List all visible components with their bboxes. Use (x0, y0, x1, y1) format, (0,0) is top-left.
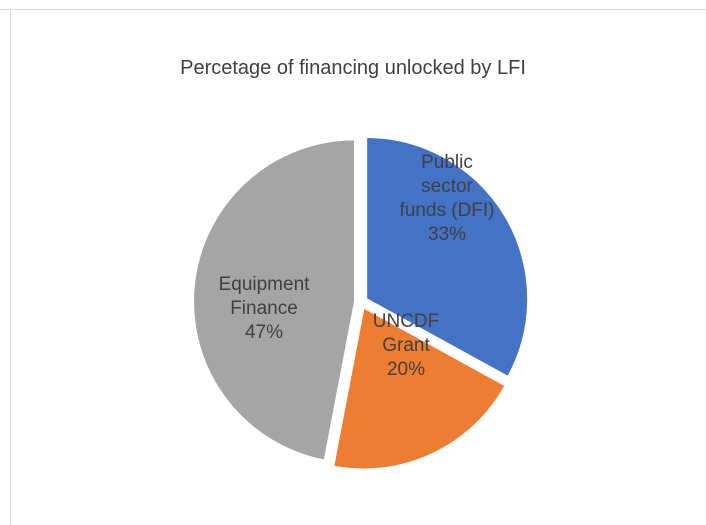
frame-top-border (0, 9, 706, 10)
pie-slice-public-sector-funds-dfi (365, 135, 530, 379)
pie-slice-uncdf-grant (332, 305, 507, 471)
pie-slice-equipment-finance (192, 138, 357, 462)
data-label-public-sector-funds-dfi: Public sector funds (DFI) 33% (399, 152, 494, 245)
data-label-line: Equipment (219, 274, 311, 295)
data-label-percent: 47% (245, 322, 283, 343)
data-label-equipment-finance: Equipment Finance 47% (219, 274, 311, 343)
chart-title: Percetage of financing unlocked by LFI (180, 57, 526, 79)
data-label-line: UNCDF (373, 311, 440, 332)
data-label-percent: 33% (428, 224, 466, 245)
frame-left-border (10, 9, 11, 525)
data-label-uncdf-grant: UNCDF Grant 20% (373, 311, 440, 380)
data-label-line: funds (DFI) (399, 200, 494, 221)
data-label-percent: 20% (387, 359, 425, 380)
data-label-line: Finance (230, 298, 298, 319)
data-label-line: Public (421, 152, 473, 173)
data-label-line: Grant (382, 335, 430, 356)
data-label-line: sector (421, 176, 473, 197)
